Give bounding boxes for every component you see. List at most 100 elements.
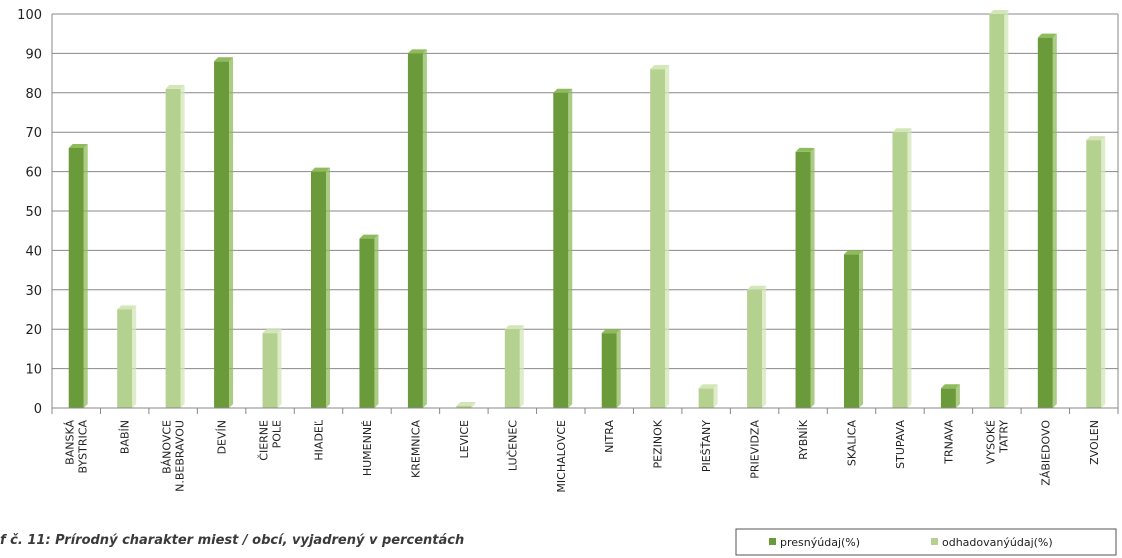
bar-side [519, 325, 524, 408]
bar-top [262, 329, 282, 334]
y-tick-label: 50 [25, 205, 42, 220]
x-tick-label: PRIEVIDZA [749, 420, 762, 479]
bar [650, 65, 670, 408]
x-tick-label: BABÍN [119, 420, 132, 454]
y-tick-label: 20 [25, 323, 42, 338]
bar-top [407, 49, 427, 54]
bar-top [68, 143, 88, 148]
x-axis-ticks: BANSKÁ BYSTRICA BABÍN BÁNOVCE N.BEBRAVOU DEVÍ… [51, 407, 1119, 493]
bar-top [311, 167, 330, 172]
bar-front [747, 289, 763, 408]
legend: presnýúdaj(%) odhadovanýúdaj(%) [735, 528, 1117, 556]
bar [311, 167, 330, 408]
bar [601, 329, 621, 408]
bar-top [601, 329, 621, 334]
y-tick-label: 80 [25, 87, 42, 102]
y-tick-label: 90 [25, 47, 42, 62]
bar-top [892, 128, 912, 133]
x-tick-label: KREMNICA [409, 420, 422, 478]
bar-front [892, 132, 908, 408]
bar-top [940, 384, 960, 389]
y-tick-label: 0 [34, 402, 42, 417]
x-tick-label: PEZINOK [652, 419, 665, 468]
bar-side [422, 49, 427, 409]
bar-front [68, 147, 84, 408]
bar-side [374, 234, 379, 408]
x-tick-label: TATRY [997, 420, 1010, 454]
y-tick-label: 70 [25, 126, 42, 141]
bar-front [311, 171, 326, 408]
x-tick-label: MICHALOVCE [555, 420, 568, 493]
bar-side [277, 329, 282, 408]
bar [553, 88, 573, 409]
bar [795, 147, 815, 408]
y-tick-label: 30 [25, 284, 42, 299]
legend-label-exact: presnýúdaj(%) [780, 536, 860, 549]
bar-side [665, 65, 670, 408]
bar [214, 57, 234, 408]
bar [359, 234, 379, 408]
bar-side [326, 167, 330, 408]
x-tick-label: ZVOLEN [1088, 420, 1101, 465]
bar [504, 325, 524, 408]
bar [117, 305, 137, 408]
x-tick-label: LEVICE [458, 420, 471, 459]
y-tick-label: 10 [25, 363, 42, 378]
bars [68, 10, 1106, 409]
bar [68, 143, 88, 408]
y-tick-label: 100 [17, 8, 42, 23]
bar-side [180, 84, 185, 409]
bar-top [165, 84, 185, 89]
bar-front [214, 61, 230, 408]
bar-front [795, 151, 811, 408]
bar-side [471, 402, 476, 408]
bar [262, 329, 282, 408]
x-tick-label: NITRA [603, 420, 616, 453]
x-tick-label: LUČENEC [506, 420, 519, 471]
x-tick-label: SKALICA [846, 420, 859, 467]
x-tick-label: POLE [271, 420, 284, 448]
bar-side [83, 143, 88, 408]
x-tick-label: BÁNOVCE [161, 420, 174, 474]
legend-label-estimated: odhadovanýúdaj(%) [942, 536, 1053, 549]
bar-top [989, 10, 1009, 14]
bar-top [117, 305, 137, 310]
bar-side [762, 285, 767, 408]
bar-side [1052, 33, 1057, 408]
x-tick-label: STUPAVA [894, 420, 907, 469]
bar-side [955, 384, 960, 408]
bar-front [504, 329, 520, 408]
bar-front [456, 406, 472, 408]
bar-side [810, 147, 815, 408]
bar-side [907, 128, 912, 408]
legend-swatch-exact [769, 538, 776, 545]
x-tick-label: ČIERNE [258, 420, 271, 461]
bar [165, 84, 185, 409]
y-tick-label: 40 [25, 244, 42, 259]
bar-top [698, 384, 718, 389]
bar [747, 285, 767, 408]
y-tick-label: 60 [25, 166, 42, 181]
bar-side [229, 57, 234, 408]
bar [1037, 33, 1057, 408]
bar-top [844, 250, 863, 255]
bar-side [859, 250, 863, 408]
bar-top [1086, 136, 1106, 141]
x-tick-label: N.BEBRAVOU [174, 420, 187, 492]
x-tick-label: DEVÍN [216, 420, 229, 454]
bar-front [1086, 140, 1102, 408]
bar-front [553, 92, 569, 409]
bar-side [1101, 136, 1106, 408]
bar-front [989, 14, 1005, 408]
x-tick-label: TRNAVA [942, 420, 955, 465]
x-tick-label: HIADEĽ [313, 419, 326, 460]
bar-front [407, 53, 423, 409]
bar-side [1004, 10, 1009, 408]
bar-front [165, 88, 181, 409]
bar-top [795, 147, 815, 152]
bar-top [1037, 33, 1057, 38]
x-tick-label: RYBNÍK [797, 419, 810, 460]
grid-lines [51, 13, 1119, 409]
bar [989, 10, 1009, 408]
x-tick-label: PIEŠŤANY [700, 420, 713, 472]
